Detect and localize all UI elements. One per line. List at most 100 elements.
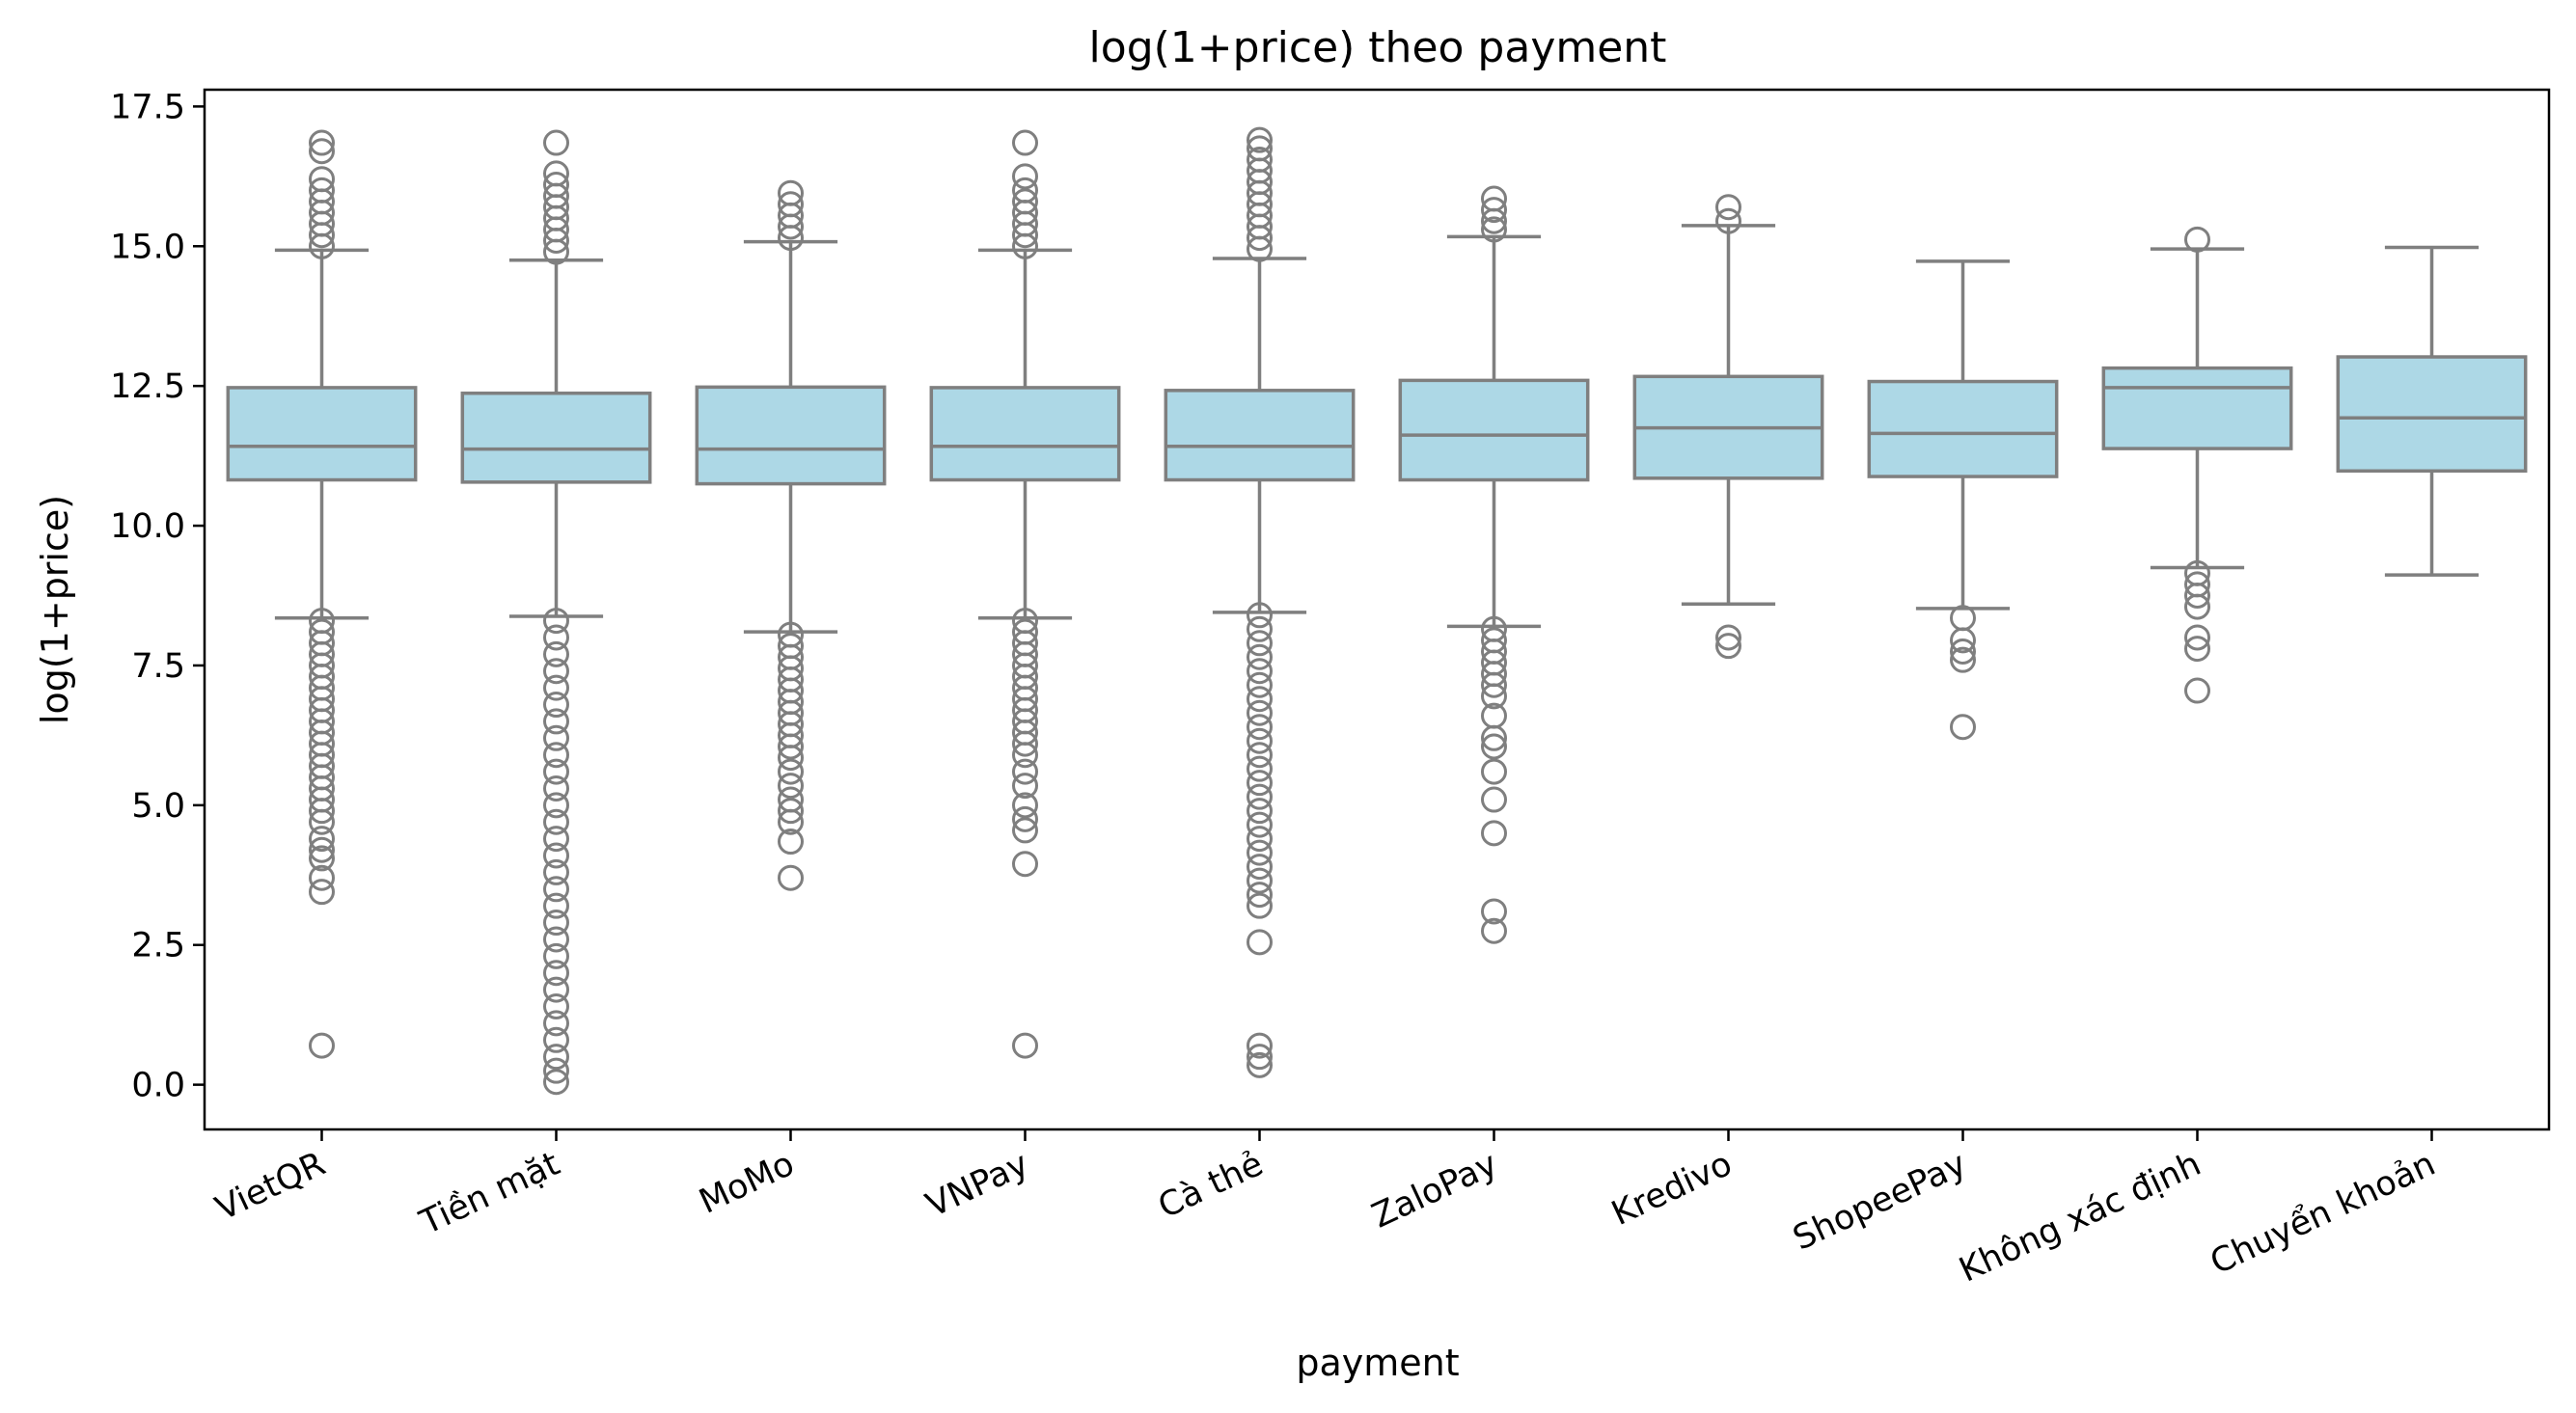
y-tick-label: 5.0	[131, 787, 185, 826]
outlier-point	[543, 624, 569, 651]
outlier-point	[543, 1057, 569, 1084]
outlier-point	[543, 910, 569, 937]
outlier-point	[1012, 222, 1038, 249]
box-group	[695, 179, 887, 891]
iqr-box	[929, 386, 1121, 482]
outlier-point	[1481, 671, 1507, 698]
y-tick-label: 10.0	[110, 507, 185, 546]
outlier-point	[778, 745, 804, 772]
outlier-point	[1481, 216, 1507, 243]
outlier-point	[1247, 826, 1273, 853]
outlier-point	[1247, 686, 1273, 713]
outlier-point	[1247, 630, 1273, 657]
x-tick-label: Kredivo	[1606, 1145, 1739, 1234]
box-group	[2336, 245, 2528, 577]
outlier-point	[1247, 615, 1273, 642]
outlier-point	[1715, 194, 1741, 221]
outlier-point	[1481, 733, 1507, 760]
iqr-box	[2101, 366, 2293, 450]
box-group	[460, 129, 652, 1096]
iqr-box	[695, 385, 887, 486]
outlier-point	[543, 724, 569, 751]
outlier-point	[778, 213, 804, 240]
outlier-point	[1715, 624, 1741, 651]
outlier-point	[543, 708, 569, 735]
outlier-point	[1247, 727, 1273, 754]
y-tick-label: 12.5	[110, 367, 185, 406]
x-axis: VietQR Tiền mặt MoMo VNPay Cà thẻ ZaloPay Kred…	[210, 1129, 2441, 1291]
outlier-point	[778, 798, 804, 825]
outlier-point	[543, 976, 569, 1003]
y-tick-label: 2.5	[131, 927, 185, 965]
x-tick-label: ShopeePay	[1788, 1145, 1973, 1259]
outlier-point	[543, 608, 569, 635]
outlier-point	[1247, 867, 1273, 894]
outlier-point	[309, 879, 335, 906]
y-tick-label: 15.0	[110, 228, 185, 266]
outlier-point	[543, 892, 569, 919]
outlier-point	[309, 129, 335, 156]
outlier-point	[1247, 714, 1273, 741]
outlier-point	[2184, 593, 2210, 620]
outlier-point	[778, 773, 804, 800]
box-group	[1632, 194, 1824, 660]
outlier-point	[1950, 627, 1976, 654]
outlier-point	[1247, 783, 1273, 810]
box-group	[226, 129, 418, 1059]
box-group	[2101, 226, 2293, 704]
outlier-point	[1012, 817, 1038, 844]
outlier-point	[1247, 699, 1273, 726]
x-tick-label: VNPay	[920, 1145, 1034, 1226]
axes-frame	[203, 88, 2551, 1131]
iqr-box	[460, 391, 652, 484]
outlier-point	[1247, 854, 1273, 881]
box-group	[929, 129, 1121, 1059]
outlier-point	[1247, 929, 1273, 956]
outlier-point	[1247, 882, 1273, 909]
outlier-point	[543, 858, 569, 885]
outlier-point	[1247, 671, 1273, 698]
x-tick-label: MoMo	[694, 1145, 800, 1222]
outlier-point	[543, 758, 569, 785]
outlier-point	[1950, 714, 1976, 741]
iqr-box	[1398, 378, 1590, 482]
x-tick-label: Cà thẻ	[1153, 1145, 1270, 1227]
outlier-point	[1481, 724, 1507, 751]
outlier-point	[2184, 636, 2210, 663]
outlier-point	[543, 926, 569, 953]
outlier-point	[543, 992, 569, 1019]
outlier-point	[543, 227, 569, 254]
outlier-point	[1950, 646, 1976, 673]
x-tick-label: ZaloPay	[1366, 1145, 1503, 1236]
outlier-point	[1481, 207, 1507, 234]
outlier-point	[1481, 898, 1507, 925]
outlier-point	[543, 1069, 569, 1096]
outlier-point	[1481, 197, 1507, 224]
outlier-point	[543, 876, 569, 903]
outlier-point	[2184, 583, 2210, 610]
outlier-point	[1012, 232, 1038, 259]
outlier-point	[543, 774, 569, 802]
outlier-point	[778, 864, 804, 891]
outlier-point	[1247, 225, 1273, 252]
outlier-point	[1715, 633, 1741, 660]
y-tick-label: 7.5	[131, 647, 185, 686]
x-tick-label: VietQR	[210, 1145, 332, 1229]
outlier-point	[1012, 792, 1038, 819]
chart-title: log(1+price) theo payment	[1089, 23, 1667, 72]
outlier-point	[543, 238, 569, 265]
iqr-box	[1867, 379, 2059, 478]
iqr-box	[2336, 355, 2528, 474]
x-axis-label: payment	[1296, 1342, 1459, 1384]
box-group	[1164, 126, 1356, 1078]
outlier-point	[1012, 730, 1038, 757]
outlier-point	[778, 733, 804, 760]
outlier-point	[1247, 798, 1273, 825]
outlier-point	[543, 792, 569, 819]
outlier-point	[543, 942, 569, 969]
iqr-box	[1164, 389, 1356, 482]
outlier-point	[309, 864, 335, 891]
outlier-point	[309, 1032, 335, 1059]
outlier-point	[1247, 602, 1273, 629]
